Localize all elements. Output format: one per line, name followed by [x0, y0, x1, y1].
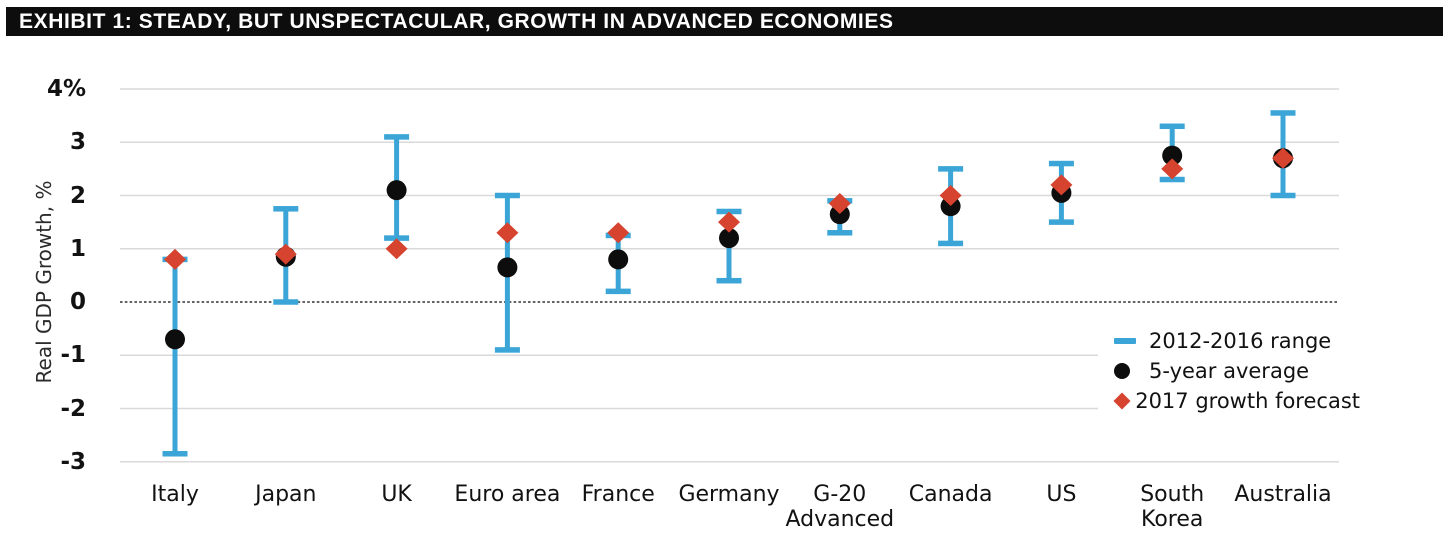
range-cap [1270, 110, 1296, 116]
x-axis-label: UK [381, 482, 412, 507]
legend-label-average: 5-year average [1149, 359, 1310, 383]
y-tick-label: 3 [69, 129, 86, 156]
range-cap [938, 240, 964, 247]
forecast-diamond [164, 248, 186, 270]
x-axis-label: Euro area [454, 482, 561, 507]
x-axis-label: Italy [151, 482, 199, 507]
range-bar-icon [1114, 338, 1149, 344]
x-axis-label: Japan [255, 482, 317, 507]
range-cap [605, 288, 631, 295]
y-tick-label: 4% [46, 76, 86, 102]
y-tick-label: 2 [69, 182, 86, 209]
x-axis-label: US [1046, 482, 1077, 507]
forecast-diamond [385, 238, 408, 260]
forecast-diamond [607, 222, 630, 244]
forecast-diamond [496, 222, 519, 244]
x-axis-label: South Korea [1140, 482, 1205, 532]
x-axis-label: Australia [1234, 482, 1332, 507]
range-cap [1048, 219, 1074, 225]
forecast-diamond [939, 185, 962, 206]
forecast-diamond [1161, 158, 1184, 180]
legend-item-forecast: 2017 growth forecast [1113, 386, 1360, 416]
average-dot [719, 228, 739, 249]
y-tick-label: 1 [69, 235, 86, 262]
average-dot [386, 180, 407, 201]
range-cap [273, 299, 299, 305]
legend-label-forecast: 2017 growth forecast [1135, 389, 1360, 413]
range-cap [1159, 123, 1185, 130]
range-cap [384, 235, 410, 241]
forecast-diamond [1050, 174, 1073, 196]
range-cap [716, 208, 742, 215]
range-cap [494, 192, 520, 199]
forecast-diamond [274, 243, 297, 265]
range-cap [384, 134, 410, 140]
range-cap [494, 347, 520, 353]
legend-label-range: 2012-2016 range [1149, 329, 1332, 353]
legend-item-average: 5-year average [1114, 356, 1360, 386]
average-dot [165, 329, 185, 350]
range-cap [1048, 160, 1074, 167]
exhibit-title-bar: EXHIBIT 1: STEADY, BUT UNSPECTACULAR, GR… [6, 7, 1443, 36]
range-cap [827, 230, 853, 236]
y-tick-label: 0 [69, 289, 86, 315]
y-tick-label: -2 [60, 395, 86, 422]
y-tick-label: -3 [60, 448, 86, 475]
range-cap [1159, 176, 1185, 183]
x-axis-label: Germany [678, 482, 780, 507]
average-dot-icon [1114, 363, 1149, 379]
legend-item-range: 2012-2016 range [1114, 326, 1360, 356]
range-cap [162, 451, 188, 457]
range-cap [716, 277, 742, 284]
average-dot [497, 257, 518, 278]
x-axis-label: Canada [908, 482, 993, 507]
range-cap [1270, 192, 1296, 199]
forecast-diamond [718, 211, 740, 233]
range-cap [273, 206, 299, 212]
x-axis-label: G-20 Advanced [785, 482, 895, 532]
legend: 2012-2016 range 5-year average 2017 grow… [1098, 322, 1360, 420]
forecast-diamond [828, 192, 851, 214]
forecast-diamond [1272, 147, 1294, 169]
forecast-diamond-icon [1113, 392, 1135, 410]
range-cap [938, 166, 964, 172]
average-dot [1162, 145, 1183, 166]
y-tick-label: -1 [60, 342, 86, 369]
x-axis-label: France [581, 482, 655, 507]
average-dot [608, 249, 629, 270]
exhibit-title: EXHIBIT 1: STEADY, BUT UNSPECTACULAR, GR… [19, 9, 894, 33]
